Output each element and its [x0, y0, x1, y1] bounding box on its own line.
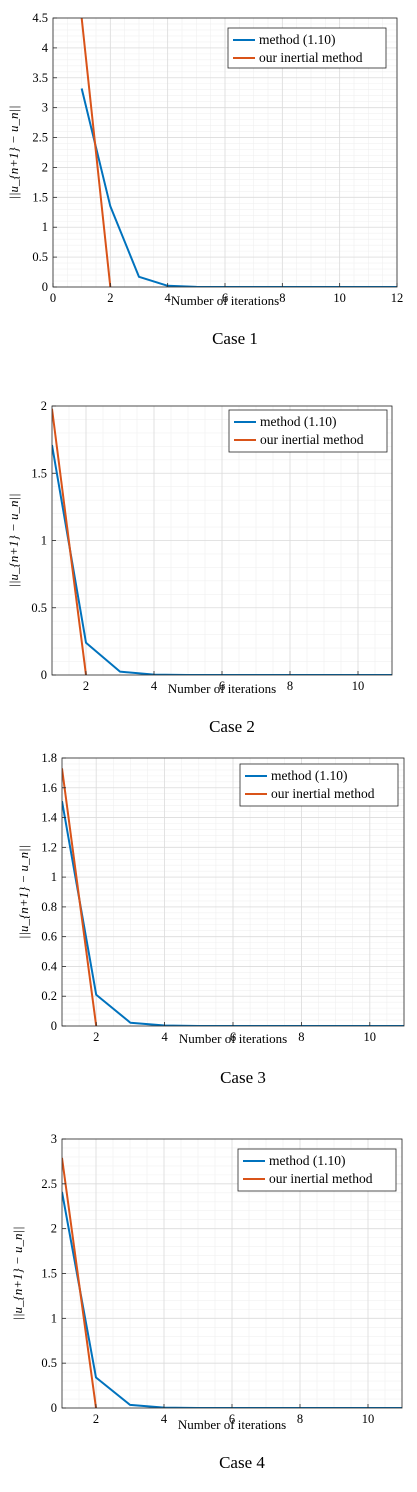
y-tick-label: 0 [41, 668, 47, 682]
y-tick-label: 0.5 [31, 601, 47, 615]
chart-caption: Case 1 [212, 329, 258, 348]
x-axis-title: Number of iterations [171, 293, 279, 308]
y-tick-label: 0 [51, 1401, 57, 1415]
y-tick-label: 4.5 [32, 11, 48, 25]
legend: method (1.10) our inertial method [228, 409, 388, 453]
y-axis-title: ||u_{n+1} − u_n|| [16, 845, 31, 939]
series-line-our-inertial-method [62, 1157, 97, 1408]
y-tick-label: 1.8 [41, 751, 57, 765]
chart-caption: Case 4 [219, 1453, 265, 1472]
x-tick-label: 6 [230, 1030, 236, 1044]
x-tick-label: 4 [161, 1412, 168, 1426]
y-tick-label: 4 [42, 41, 49, 55]
y-tick-label: 1 [42, 220, 48, 234]
y-tick-label: 1.6 [41, 781, 57, 795]
legend-label: our inertial method [269, 1171, 373, 1186]
y-tick-label: 2 [41, 399, 47, 413]
y-tick-label: 1.4 [41, 811, 57, 825]
y-tick-label: 2.5 [41, 1177, 57, 1191]
x-tick-label: 6 [222, 291, 228, 305]
y-tick-label: 0.5 [41, 1356, 57, 1370]
x-tick-label: 2 [93, 1030, 99, 1044]
y-tick-label: 1.2 [41, 840, 57, 854]
x-tick-label: 2 [107, 291, 113, 305]
x-tick-label: 10 [364, 1030, 377, 1044]
x-tick-label: 8 [298, 1030, 304, 1044]
y-tick-label: 0 [51, 1019, 57, 1033]
y-axis-title: ||u_{n+1} − u_n|| [6, 105, 21, 199]
chart-caption: Case 2 [209, 717, 255, 736]
legend-label: our inertial method [259, 50, 363, 65]
y-axis-title: ||u_{n+1} − u_n|| [6, 493, 21, 587]
x-tick-label: 12 [391, 291, 404, 305]
y-tick-label: 1.5 [41, 1267, 57, 1281]
series-line-our-inertial-method [80, 18, 112, 287]
y-tick-label: 0 [42, 280, 48, 294]
x-tick-label: 4 [151, 679, 158, 693]
legend-label: method (1.10) [271, 768, 348, 783]
y-tick-label: 2 [42, 160, 48, 174]
y-tick-label: 0.4 [41, 959, 57, 973]
y-tick-label: 2.5 [32, 131, 48, 145]
x-axis-title: Number of iterations [168, 681, 276, 696]
legend-label: our inertial method [260, 432, 364, 447]
y-tick-label: 3 [42, 101, 48, 115]
y-tick-label: 1 [51, 870, 57, 884]
legend: method (1.10) our inertial method [227, 27, 387, 69]
chart-case-3: 2 4 6 8 10 0 0.2 0.4 0.6 0.8 1 1.2 1.4 1.6 1.8 Number o… [16, 751, 405, 1087]
x-tick-label: 10 [333, 291, 346, 305]
series-line-our-inertial-method [62, 768, 98, 1026]
x-axis-title: Number of iterations [179, 1031, 287, 1046]
x-tick-label: 8 [287, 679, 293, 693]
x-tick-label: 6 [229, 1412, 235, 1426]
y-tick-label: 3 [51, 1132, 57, 1146]
legend-label: method (1.10) [260, 414, 337, 429]
legend-label: method (1.10) [269, 1153, 346, 1168]
x-axis-title: Number of iterations [178, 1417, 286, 1432]
series-line-our-inertial-method [52, 408, 87, 675]
legend-label: method (1.10) [259, 32, 336, 47]
x-tick-label: 4 [165, 291, 172, 305]
x-tick-label: 8 [279, 291, 285, 305]
series-line-method-1-10 [52, 444, 392, 675]
x-tick-label: 0 [50, 291, 56, 305]
y-tick-label: 0.5 [32, 250, 48, 264]
series-line-method-1-10 [80, 88, 397, 287]
x-tick-label: 10 [352, 679, 365, 693]
y-tick-label: 1 [51, 1311, 57, 1325]
series-line-method-1-10 [62, 801, 404, 1026]
y-tick-label: 2 [51, 1222, 57, 1236]
y-tick-label: 0.8 [41, 900, 57, 914]
y-tick-label: 0.2 [41, 989, 57, 1003]
legend: method (1.10) our inertial method [239, 763, 399, 807]
y-tick-label: 3.5 [32, 71, 48, 85]
legend: method (1.10) our inertial method [237, 1148, 397, 1192]
legend-label: our inertial method [271, 786, 375, 801]
y-tick-label: 1.5 [32, 190, 48, 204]
chart-case-2: 2 4 6 8 10 0 0.5 1 1.5 2 Number of iterations ||u_{… [6, 399, 393, 736]
x-tick-label: 6 [219, 679, 225, 693]
x-tick-label: 2 [93, 1412, 99, 1426]
x-tick-label: 8 [297, 1412, 303, 1426]
y-tick-label: 1 [41, 534, 47, 548]
y-axis-title: ||u_{n+1} − u_n|| [10, 1226, 25, 1320]
y-tick-label: 0.6 [41, 930, 57, 944]
chart-case-1: 0 2 4 6 8 10 12 0 0.5 1 1.5 2 2.5 3 3.5 4 4.5 Number of i… [6, 11, 404, 348]
y-tick-label: 1.5 [31, 466, 47, 480]
series-line-method-1-10 [62, 1191, 402, 1408]
x-tick-label: 4 [161, 1030, 168, 1044]
chart-caption: Case 3 [220, 1068, 266, 1087]
chart-case-4: 2 4 6 8 10 0 0.5 1 1.5 2 2.5 3 Number of iterations |… [10, 1132, 403, 1472]
x-tick-label: 2 [83, 679, 89, 693]
x-tick-label: 10 [362, 1412, 375, 1426]
